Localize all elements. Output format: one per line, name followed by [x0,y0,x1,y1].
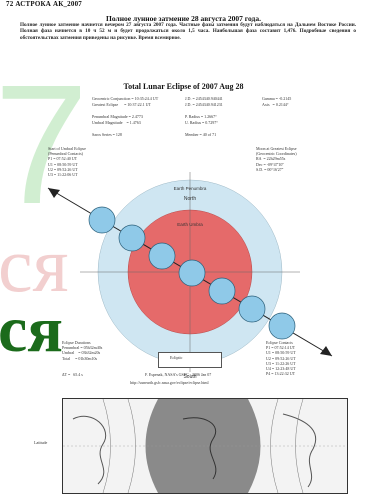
page-header: 72 АСТРОКА АК_2007 [6,0,82,8]
durations-box: Eclipse Durations Penumbral = 05h32m40s … [62,340,103,361]
last-contact-box: Moon at Greatest Eclipse (Geocentric Coo… [256,146,297,172]
eclipse-title: Total Lunar Eclipse of 2007 Aug 28 [123,82,244,91]
moon-p4 [268,312,296,340]
article-title: Полное лунное затмение 28 августа 2007 г… [106,14,261,23]
moon-greatest [178,259,206,287]
map-latitude-label: Latitude [34,440,48,445]
article-body: Полное лунное затмение начнется вечером … [20,22,356,41]
earth-penumbra-label: Earth Penumbra [174,186,207,191]
path-arrow-end [320,346,332,356]
eclipse-diagram: North Earth Umbra Earth Penumbra South [47,172,333,380]
continent-outline-africa [182,417,217,480]
moon-u1 [118,224,146,252]
continent-outline-asia [282,413,317,488]
first-contact-box: Start of Umbral Eclipse (Penumbral Conta… [48,146,86,178]
south-label: South [183,374,196,380]
eclipse-params-right: J.D. = 2454340.940441 J.D. = 2454340.941… [185,96,223,137]
decorative-sya-light: ся [0,221,69,308]
continent-outline-americas [72,415,107,485]
contacts-box: Eclipse Contacts P1 = 07:52:14 UT U1 = 0… [266,340,296,377]
moon-u3 [208,277,236,305]
north-label: North [184,196,196,202]
decorative-seven: 7 [0,50,89,240]
map-drawing [63,398,347,494]
moon-positions [88,206,296,340]
visibility-map [62,398,348,494]
earth-umbra-label: Earth Umbra [177,222,203,227]
credit-line: F. Espenak, NASA's GSFC - 2006 Jan 07 [145,372,212,377]
eclipse-params-far: Gamma = -0.2145 Axis = 0.2144° [262,96,292,107]
url-line: http://sunearth.gsfc.nasa.gov/eclipse/ec… [130,380,209,385]
moon-p1 [88,206,116,234]
scale-box [158,352,222,368]
delta-t-label: ΔT = 65.4 s [62,372,83,377]
scale-label: Ecliptic [170,355,183,360]
moon-u4 [238,295,266,323]
eclipse-params-left: Geocentric Conjunction = 10:35:24.4 UT G… [92,96,159,137]
decorative-sya-green: ся [0,293,64,366]
moon-u2 [148,242,176,270]
path-arrow-start [48,188,60,198]
